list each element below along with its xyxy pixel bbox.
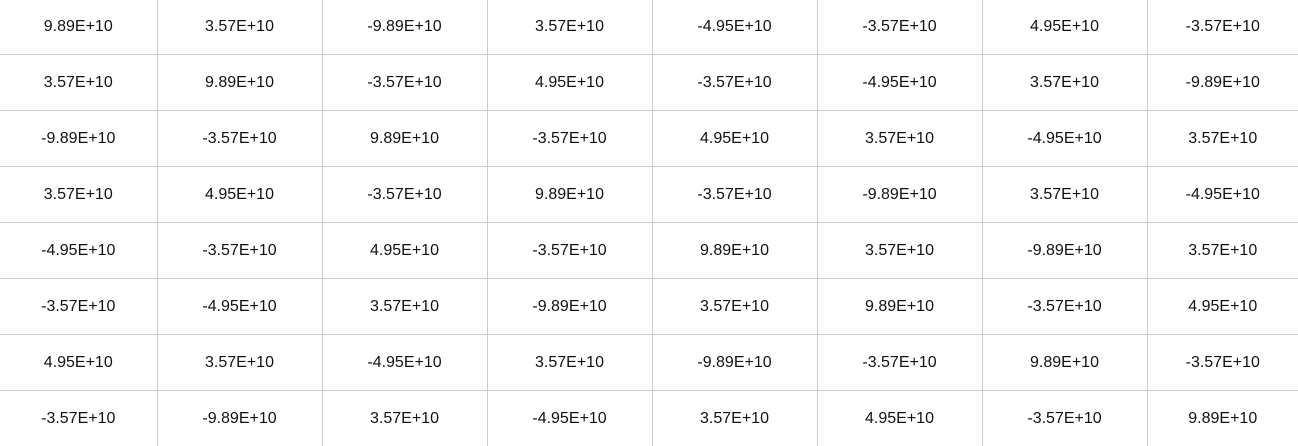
table-cell: 3.57E+10 (157, 335, 322, 391)
table-cell: 4.95E+10 (322, 223, 487, 279)
table-cell: -3.57E+10 (322, 55, 487, 111)
table-cell: 9.89E+10 (817, 279, 982, 335)
table-cell: -3.57E+10 (982, 391, 1147, 446)
table-cell: 4.95E+10 (157, 167, 322, 223)
table-cell: 3.57E+10 (487, 335, 652, 391)
table-cell: 9.89E+10 (487, 167, 652, 223)
table-cell: 9.89E+10 (1147, 391, 1298, 446)
table-cell: -3.57E+10 (487, 111, 652, 167)
table-row: 3.57E+10 9.89E+10 -3.57E+10 4.95E+10 -3.… (0, 55, 1298, 111)
table-cell: 4.95E+10 (1147, 279, 1298, 335)
table-row: 9.89E+10 3.57E+10 -9.89E+10 3.57E+10 -4.… (0, 0, 1298, 55)
table-cell: 9.89E+10 (0, 0, 157, 55)
table-cell: -3.57E+10 (1147, 0, 1298, 55)
table-cell: -9.89E+10 (652, 335, 817, 391)
table-cell: -3.57E+10 (652, 55, 817, 111)
table-cell: -4.95E+10 (487, 391, 652, 446)
table-cell: 3.57E+10 (1147, 223, 1298, 279)
table-cell: 9.89E+10 (652, 223, 817, 279)
table-cell: -3.57E+10 (1147, 335, 1298, 391)
table-cell: -9.89E+10 (1147, 55, 1298, 111)
table-cell: 3.57E+10 (1147, 111, 1298, 167)
table-cell: 3.57E+10 (982, 167, 1147, 223)
table-cell: -3.57E+10 (982, 279, 1147, 335)
table-row: 4.95E+10 3.57E+10 -4.95E+10 3.57E+10 -9.… (0, 335, 1298, 391)
table-cell: -3.57E+10 (487, 223, 652, 279)
table-cell: -4.95E+10 (0, 223, 157, 279)
table-row: 3.57E+10 4.95E+10 -3.57E+10 9.89E+10 -3.… (0, 167, 1298, 223)
table-cell: -3.57E+10 (817, 0, 982, 55)
table-cell: 9.89E+10 (322, 111, 487, 167)
table-cell: -3.57E+10 (0, 391, 157, 446)
table-cell: -9.89E+10 (157, 391, 322, 446)
table-cell: 3.57E+10 (322, 391, 487, 446)
table-cell: -9.89E+10 (0, 111, 157, 167)
table-cell: -9.89E+10 (817, 167, 982, 223)
table-cell: 3.57E+10 (652, 279, 817, 335)
table-cell: -3.57E+10 (157, 223, 322, 279)
table-cell: 3.57E+10 (817, 111, 982, 167)
table-cell: 4.95E+10 (982, 0, 1147, 55)
table-cell: -4.95E+10 (982, 111, 1147, 167)
table-cell: 3.57E+10 (817, 223, 982, 279)
table-row: -9.89E+10 -3.57E+10 9.89E+10 -3.57E+10 4… (0, 111, 1298, 167)
table-cell: 3.57E+10 (982, 55, 1147, 111)
table-cell: 3.57E+10 (322, 279, 487, 335)
table-cell: -4.95E+10 (157, 279, 322, 335)
table-cell: -9.89E+10 (322, 0, 487, 55)
table-cell: -3.57E+10 (322, 167, 487, 223)
table-cell: 4.95E+10 (652, 111, 817, 167)
table-cell: -3.57E+10 (157, 111, 322, 167)
table-cell: -9.89E+10 (487, 279, 652, 335)
table-cell: 3.57E+10 (0, 55, 157, 111)
table-cell: -9.89E+10 (982, 223, 1147, 279)
table-cell: -3.57E+10 (0, 279, 157, 335)
table-cell: 3.57E+10 (487, 0, 652, 55)
table-cell: 4.95E+10 (0, 335, 157, 391)
table-cell: -4.95E+10 (322, 335, 487, 391)
table-cell: 4.95E+10 (487, 55, 652, 111)
table-row: -3.57E+10 -9.89E+10 3.57E+10 -4.95E+10 3… (0, 391, 1298, 446)
table-row: -4.95E+10 -3.57E+10 4.95E+10 -3.57E+10 9… (0, 223, 1298, 279)
table-cell: -4.95E+10 (1147, 167, 1298, 223)
table-cell: 9.89E+10 (982, 335, 1147, 391)
table-cell: 3.57E+10 (0, 167, 157, 223)
table-row: -3.57E+10 -4.95E+10 3.57E+10 -9.89E+10 3… (0, 279, 1298, 335)
table-cell: -4.95E+10 (817, 55, 982, 111)
table-cell: -3.57E+10 (652, 167, 817, 223)
table-cell: 3.57E+10 (652, 391, 817, 446)
table-cell: 3.57E+10 (157, 0, 322, 55)
table-cell: 9.89E+10 (157, 55, 322, 111)
table-cell: 4.95E+10 (817, 391, 982, 446)
table-cell: -3.57E+10 (817, 335, 982, 391)
table-cell: -4.95E+10 (652, 0, 817, 55)
